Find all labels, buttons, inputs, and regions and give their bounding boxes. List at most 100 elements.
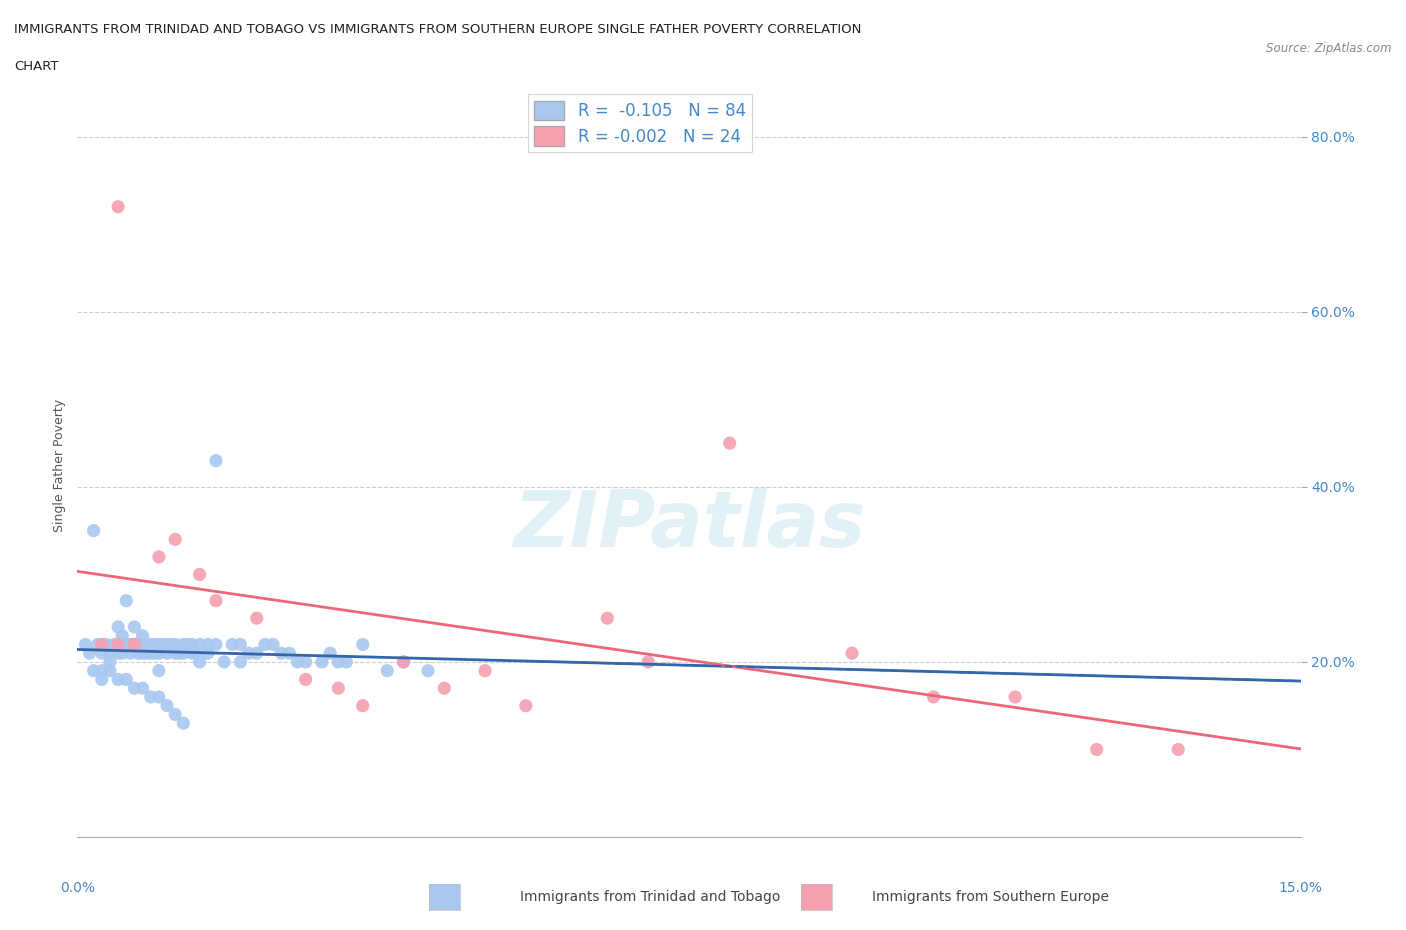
Point bbox=[392, 655, 415, 670]
Point bbox=[131, 681, 153, 696]
Point bbox=[238, 645, 260, 660]
Text: CHART: CHART bbox=[14, 60, 59, 73]
Point bbox=[169, 645, 191, 660]
Point bbox=[127, 645, 149, 660]
Point bbox=[90, 672, 112, 687]
Y-axis label: Single Father Poverty: Single Father Poverty bbox=[53, 398, 66, 532]
Point bbox=[124, 619, 146, 634]
Point bbox=[294, 655, 316, 670]
Point bbox=[212, 655, 235, 670]
Point bbox=[98, 663, 121, 678]
Point bbox=[205, 637, 228, 652]
Point bbox=[229, 655, 252, 670]
Point bbox=[515, 698, 537, 713]
Point bbox=[111, 645, 134, 660]
Point bbox=[172, 637, 194, 652]
Text: 0.0%: 0.0% bbox=[60, 881, 94, 895]
Point bbox=[188, 655, 211, 670]
Point bbox=[246, 645, 269, 660]
Point bbox=[115, 593, 138, 608]
Point bbox=[278, 645, 301, 660]
Point bbox=[124, 637, 146, 652]
Point bbox=[139, 645, 162, 660]
Point bbox=[221, 637, 243, 652]
Point bbox=[90, 645, 112, 660]
Point bbox=[107, 672, 129, 687]
Point bbox=[287, 655, 309, 670]
Point bbox=[474, 663, 496, 678]
Point bbox=[124, 681, 146, 696]
Point bbox=[139, 689, 162, 704]
Point bbox=[148, 550, 170, 565]
Point bbox=[127, 637, 149, 652]
Point bbox=[392, 655, 415, 670]
Point bbox=[135, 637, 157, 652]
Point bbox=[107, 645, 129, 660]
Point bbox=[229, 637, 252, 652]
Point bbox=[172, 716, 194, 731]
Point bbox=[165, 645, 187, 660]
Point bbox=[124, 637, 146, 652]
Point bbox=[83, 524, 105, 538]
Point bbox=[148, 637, 170, 652]
Point bbox=[94, 637, 117, 652]
Point bbox=[98, 645, 121, 660]
Point bbox=[841, 645, 863, 660]
Point bbox=[246, 611, 269, 626]
Text: Immigrants from Southern Europe: Immigrants from Southern Europe bbox=[872, 890, 1109, 905]
Point bbox=[328, 655, 350, 670]
Point bbox=[172, 645, 194, 660]
Point bbox=[188, 567, 211, 582]
Point bbox=[197, 637, 219, 652]
Point bbox=[253, 637, 276, 652]
Point bbox=[184, 645, 207, 660]
Point bbox=[180, 637, 202, 652]
Text: ZIPatlas: ZIPatlas bbox=[513, 486, 865, 563]
Point bbox=[148, 663, 170, 678]
Point bbox=[311, 655, 333, 670]
Point bbox=[156, 698, 179, 713]
Point bbox=[143, 645, 166, 660]
Text: Immigrants from Trinidad and Tobago: Immigrants from Trinidad and Tobago bbox=[520, 890, 780, 905]
Point bbox=[319, 645, 342, 660]
Point bbox=[922, 689, 945, 704]
Point bbox=[115, 672, 138, 687]
Point bbox=[139, 637, 162, 652]
Point bbox=[75, 637, 97, 652]
Point bbox=[131, 645, 153, 660]
Point bbox=[79, 645, 101, 660]
Legend: R =  -0.105   N = 84, R = -0.002   N = 24: R = -0.105 N = 84, R = -0.002 N = 24 bbox=[527, 94, 752, 153]
Point bbox=[205, 593, 228, 608]
Point bbox=[107, 619, 129, 634]
Point bbox=[107, 637, 129, 652]
Point bbox=[596, 611, 619, 626]
Point bbox=[131, 629, 153, 644]
Point bbox=[294, 672, 316, 687]
Point bbox=[152, 637, 174, 652]
Point bbox=[165, 637, 187, 652]
Point bbox=[103, 637, 125, 652]
Point bbox=[111, 629, 134, 644]
Point bbox=[87, 637, 110, 652]
Point bbox=[352, 637, 374, 652]
Point bbox=[148, 645, 170, 660]
Point bbox=[115, 637, 138, 652]
Point bbox=[180, 645, 202, 660]
Point bbox=[416, 663, 439, 678]
Point bbox=[637, 655, 659, 670]
Point bbox=[165, 532, 187, 547]
Point bbox=[1167, 742, 1189, 757]
Point bbox=[1085, 742, 1108, 757]
Text: 15.0%: 15.0% bbox=[1278, 881, 1323, 895]
Point bbox=[135, 645, 157, 660]
Point bbox=[335, 655, 357, 670]
Point bbox=[156, 637, 179, 652]
Point bbox=[165, 707, 187, 722]
Point bbox=[718, 435, 741, 450]
Point bbox=[328, 681, 350, 696]
Point bbox=[352, 698, 374, 713]
Point bbox=[1004, 689, 1026, 704]
Point bbox=[148, 689, 170, 704]
Point bbox=[143, 637, 166, 652]
Point bbox=[270, 645, 292, 660]
